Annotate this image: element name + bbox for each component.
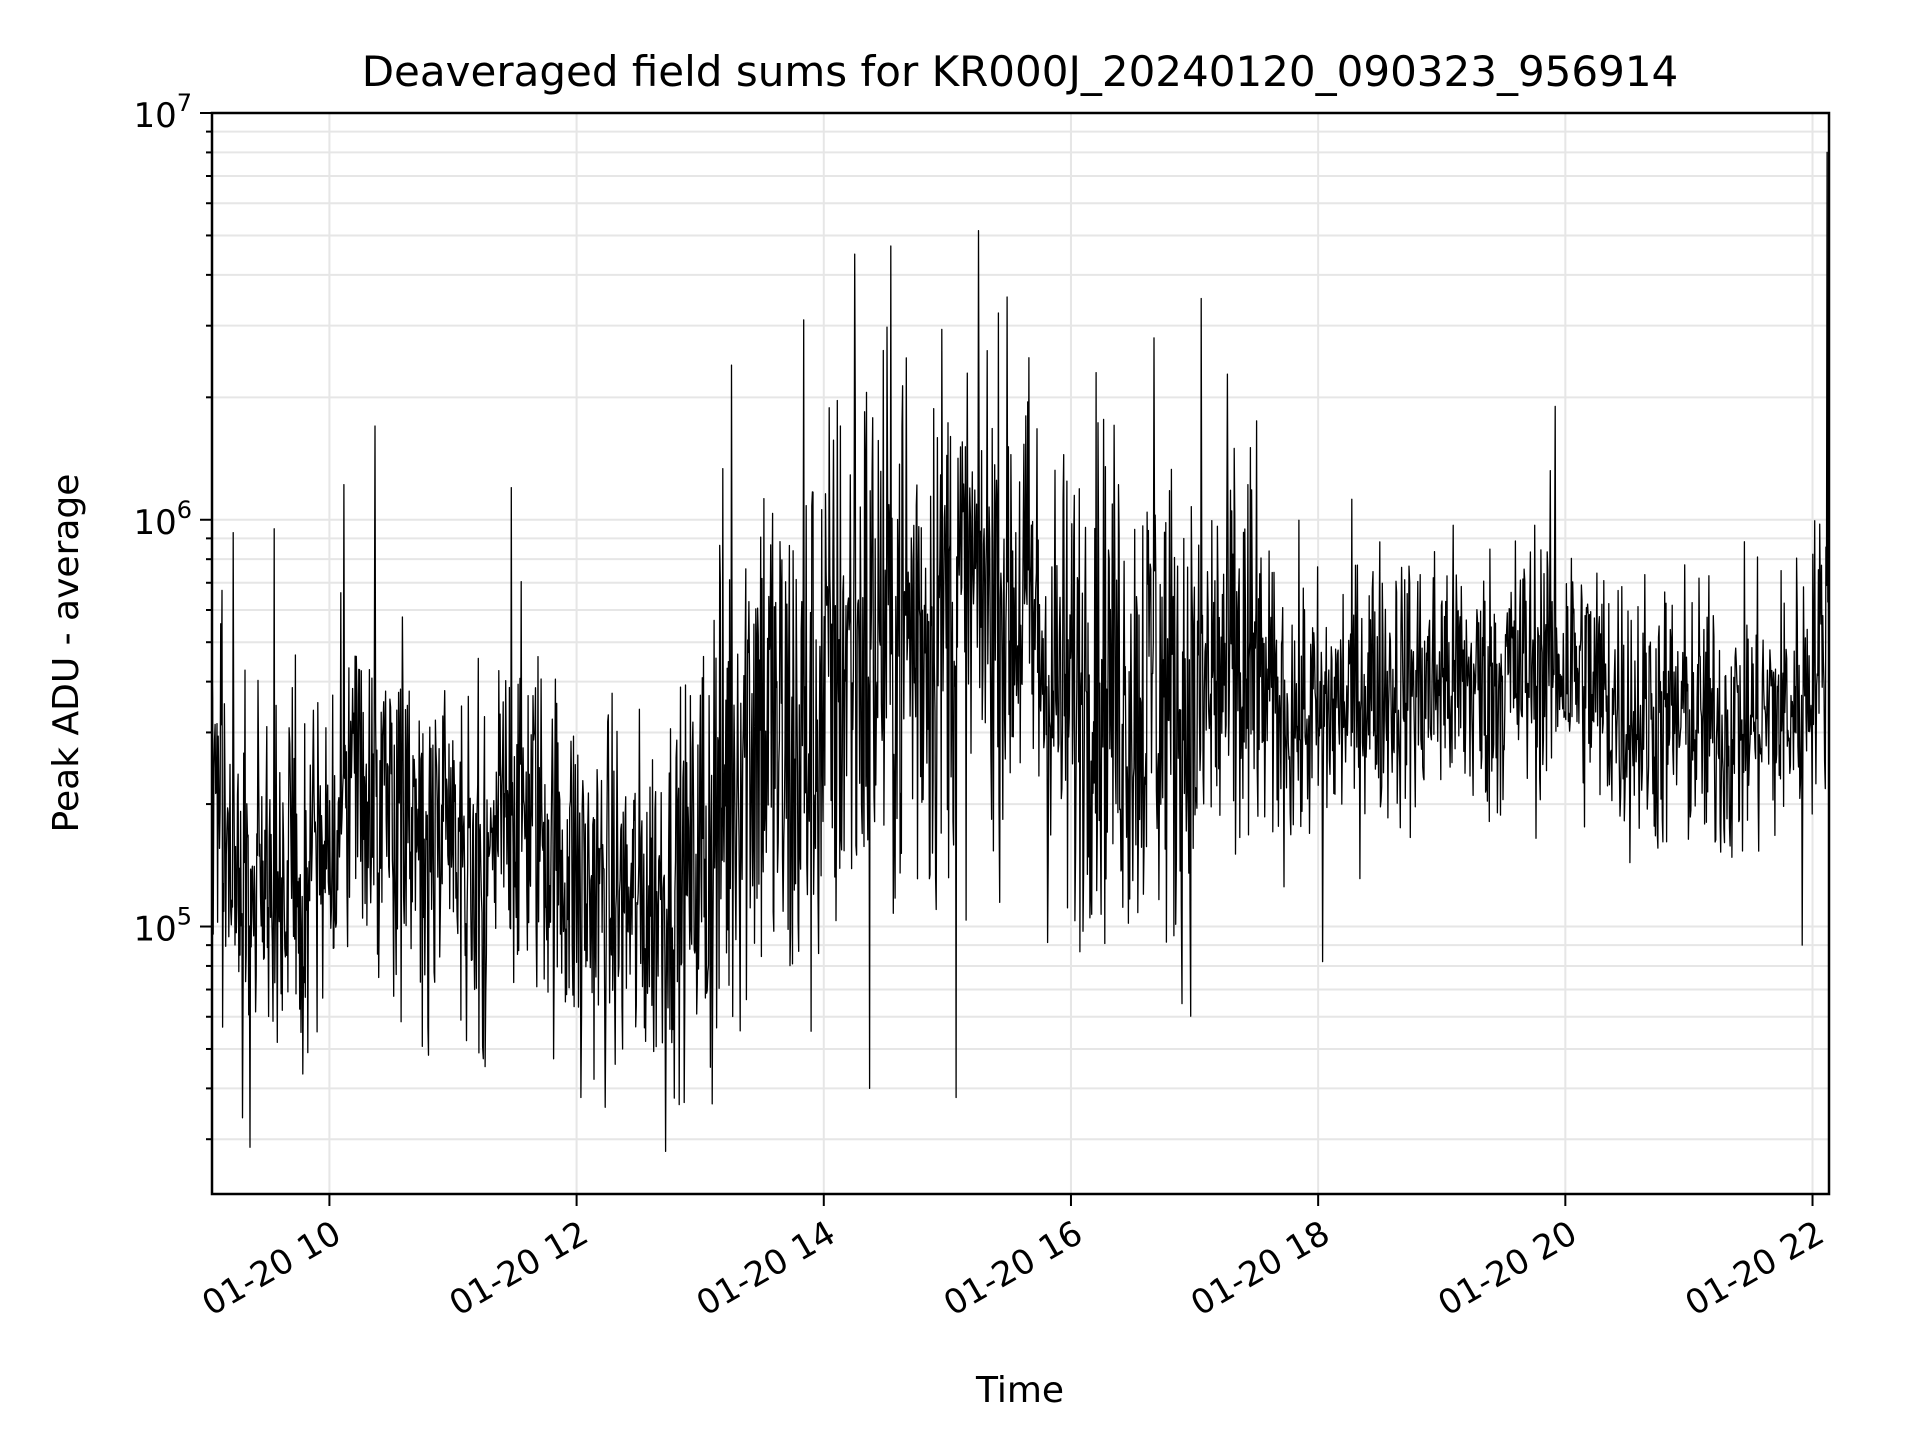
y-tick-exponent: 5 <box>177 903 192 931</box>
y-tick-label: 107 <box>133 89 192 136</box>
x-tick-label: 01-20 10 <box>196 1213 348 1324</box>
x-tick-label: 01-20 20 <box>1431 1213 1583 1324</box>
y-tick-label: 105 <box>133 903 192 950</box>
x-tick-label: 01-20 18 <box>1184 1213 1336 1324</box>
y-tick-base: 10 <box>133 503 176 543</box>
plot-frame <box>210 111 1831 1196</box>
x-axis-label: Time <box>975 1370 1064 1411</box>
x-tick-label: 01-20 22 <box>1679 1213 1831 1324</box>
y-tick-base: 10 <box>133 910 176 950</box>
x-tick-label: 01-20 16 <box>937 1213 1089 1324</box>
series-line <box>211 151 1830 1153</box>
y-tick-base: 10 <box>133 96 176 136</box>
x-tick-label: 01-20 14 <box>690 1213 842 1324</box>
series-layer <box>211 151 1830 1153</box>
chart-title: Deaveraged field sums for KR000J_2024012… <box>362 47 1679 96</box>
y-axis-label: Peak ADU - average <box>46 474 87 833</box>
y-tick-label: 106 <box>133 496 192 543</box>
y-tick-exponent: 7 <box>177 89 192 117</box>
x-tick-label: 01-20 12 <box>443 1213 595 1324</box>
y-tick-exponent: 6 <box>177 496 192 524</box>
